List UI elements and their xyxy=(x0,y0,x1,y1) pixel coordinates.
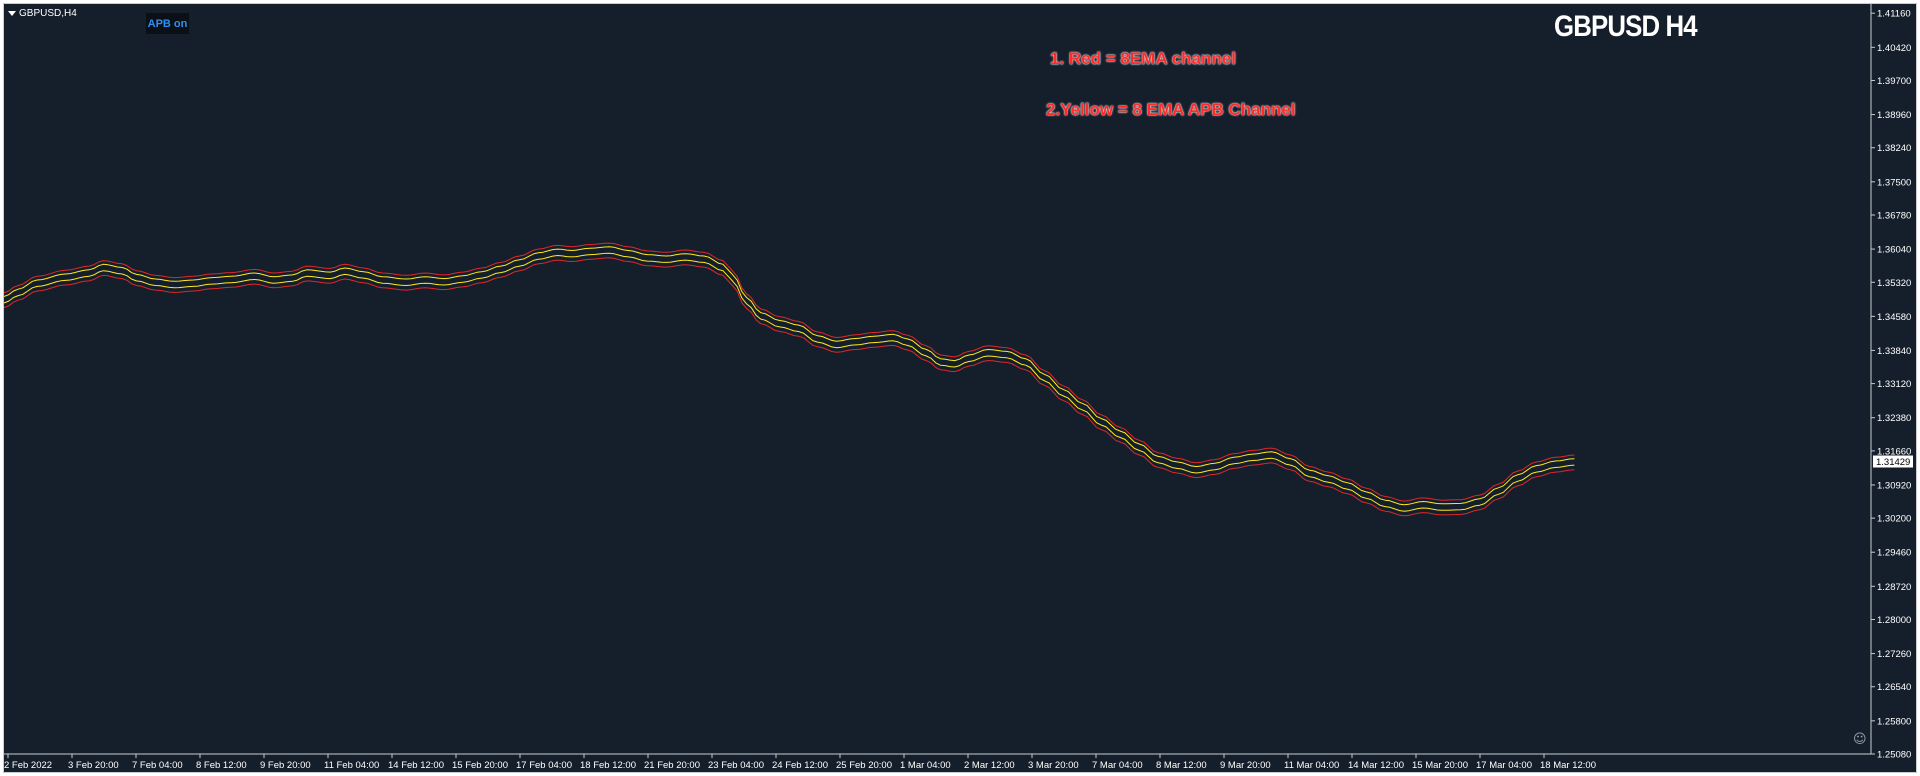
time-axis[interactable]: 2 Feb 2022 3 Feb 20:00 7 Feb 04:00 8 Feb 12… xyxy=(4,754,1596,771)
time-tick-label: 2 Feb 2022 xyxy=(4,760,52,771)
price-tick-label: 1.26540 xyxy=(1877,682,1911,693)
price-tick-label: 1.39700 xyxy=(1877,76,1911,87)
time-tick-label: 17 Feb 04:00 xyxy=(516,760,572,771)
price-tick-label: 1.41160 xyxy=(1877,9,1911,20)
price-tick-label: 1.32380 xyxy=(1877,413,1911,424)
price-tick-label: 1.31660 xyxy=(1877,446,1911,457)
time-tick-label: 11 Feb 04:00 xyxy=(324,760,379,771)
time-tick-label: 9 Mar 20:00 xyxy=(1220,760,1271,771)
price-tag-layer: 1.31429 xyxy=(1873,455,1913,468)
time-tick-label: 7 Mar 04:00 xyxy=(1092,760,1143,771)
time-tick-label: 8 Mar 12:00 xyxy=(1156,760,1207,771)
apb-toggle-badge[interactable]: APB on xyxy=(146,13,189,34)
price-tick-label: 1.37500 xyxy=(1877,177,1911,188)
price-tick-label: 1.34580 xyxy=(1877,312,1911,323)
time-tick-label: 14 Mar 12:00 xyxy=(1348,760,1404,771)
price-axis-background xyxy=(1871,4,1916,772)
time-tick-label: 21 Feb 20:00 xyxy=(644,760,700,771)
price-tick-label: 1.25800 xyxy=(1877,716,1911,727)
price-tick-label: 1.40420 xyxy=(1877,43,1911,54)
time-tick-label: 15 Feb 20:00 xyxy=(452,760,508,771)
series-line-yellow-lower xyxy=(3,252,1575,512)
legend-note-red: 1. Red = 8EMA channel xyxy=(1050,49,1236,68)
series-line-yellow-upper xyxy=(3,246,1575,506)
price-axis[interactable]: 1.41160 1.40420 1.39700 1.38960 1.38240 1.375… xyxy=(1871,9,1911,761)
time-tick-label: 24 Feb 12:00 xyxy=(772,760,828,771)
time-tick-label: 7 Feb 04:00 xyxy=(132,760,183,771)
price-tick-label: 1.27260 xyxy=(1877,649,1911,660)
price-tick-label: 1.35320 xyxy=(1877,278,1911,289)
symbol-timeframe-label: GBPUSD,H4 xyxy=(19,7,77,19)
price-tick-label: 1.28720 xyxy=(1877,582,1911,593)
legend-note-yellow: 2.Yellow = 8 EMA APB Channel xyxy=(1046,100,1296,119)
price-tick-label: 1.38960 xyxy=(1877,110,1911,121)
time-tick-label: 2 Mar 12:00 xyxy=(964,760,1015,771)
time-axis-background xyxy=(4,754,1871,772)
price-tick-label: 1.33840 xyxy=(1877,346,1911,357)
time-tick-label: 23 Feb 04:00 xyxy=(708,760,764,771)
time-tick-label: 25 Feb 20:00 xyxy=(836,760,892,771)
price-tick-label: 1.30200 xyxy=(1877,514,1911,525)
price-tick-label: 1.36780 xyxy=(1877,210,1911,221)
time-tick-label: 3 Mar 20:00 xyxy=(1028,760,1079,771)
time-tick-label: 8 Feb 12:00 xyxy=(196,760,247,771)
dropdown-triangle-icon[interactable] xyxy=(8,10,16,16)
time-tick-label: 17 Mar 04:00 xyxy=(1476,760,1532,771)
time-tick-label: 3 Feb 20:00 xyxy=(68,760,119,771)
series-line-red-lower xyxy=(3,257,1575,517)
price-tick-label: 1.33120 xyxy=(1877,379,1911,390)
indicator-series-layer xyxy=(3,242,1575,517)
plot-background xyxy=(4,4,1871,754)
chart-title: GBPUSD H4 xyxy=(1554,10,1698,43)
price-tick-label: 1.30920 xyxy=(1877,480,1911,491)
time-tick-label: 1 Mar 04:00 xyxy=(900,760,951,771)
series-line-red-upper xyxy=(3,242,1575,502)
time-tick-label: 18 Feb 12:00 xyxy=(580,760,636,771)
price-tick-label: 1.38240 xyxy=(1877,143,1911,154)
price-tick-label: 1.28000 xyxy=(1877,615,1911,626)
price-tick-label: 1.29460 xyxy=(1877,548,1911,559)
expert-advisor-smiley-icon: ☺ xyxy=(1853,732,1867,747)
price-tick-label: 1.36040 xyxy=(1877,245,1911,256)
symbol-selector[interactable]: GBPUSD,H4 xyxy=(8,6,77,20)
time-tick-label: 9 Feb 20:00 xyxy=(260,760,311,771)
current-price-label: 1.31429 xyxy=(1876,457,1910,468)
time-tick-label: 15 Mar 20:00 xyxy=(1412,760,1468,771)
window-frame xyxy=(3,3,1917,773)
current-price-tag xyxy=(1873,455,1913,468)
time-tick-label: 18 Mar 12:00 xyxy=(1540,760,1596,771)
time-tick-label: 14 Feb 12:00 xyxy=(388,760,444,771)
price-tick-label: 1.25080 xyxy=(1877,750,1911,761)
time-tick-label: 11 Mar 04:00 xyxy=(1284,760,1339,771)
